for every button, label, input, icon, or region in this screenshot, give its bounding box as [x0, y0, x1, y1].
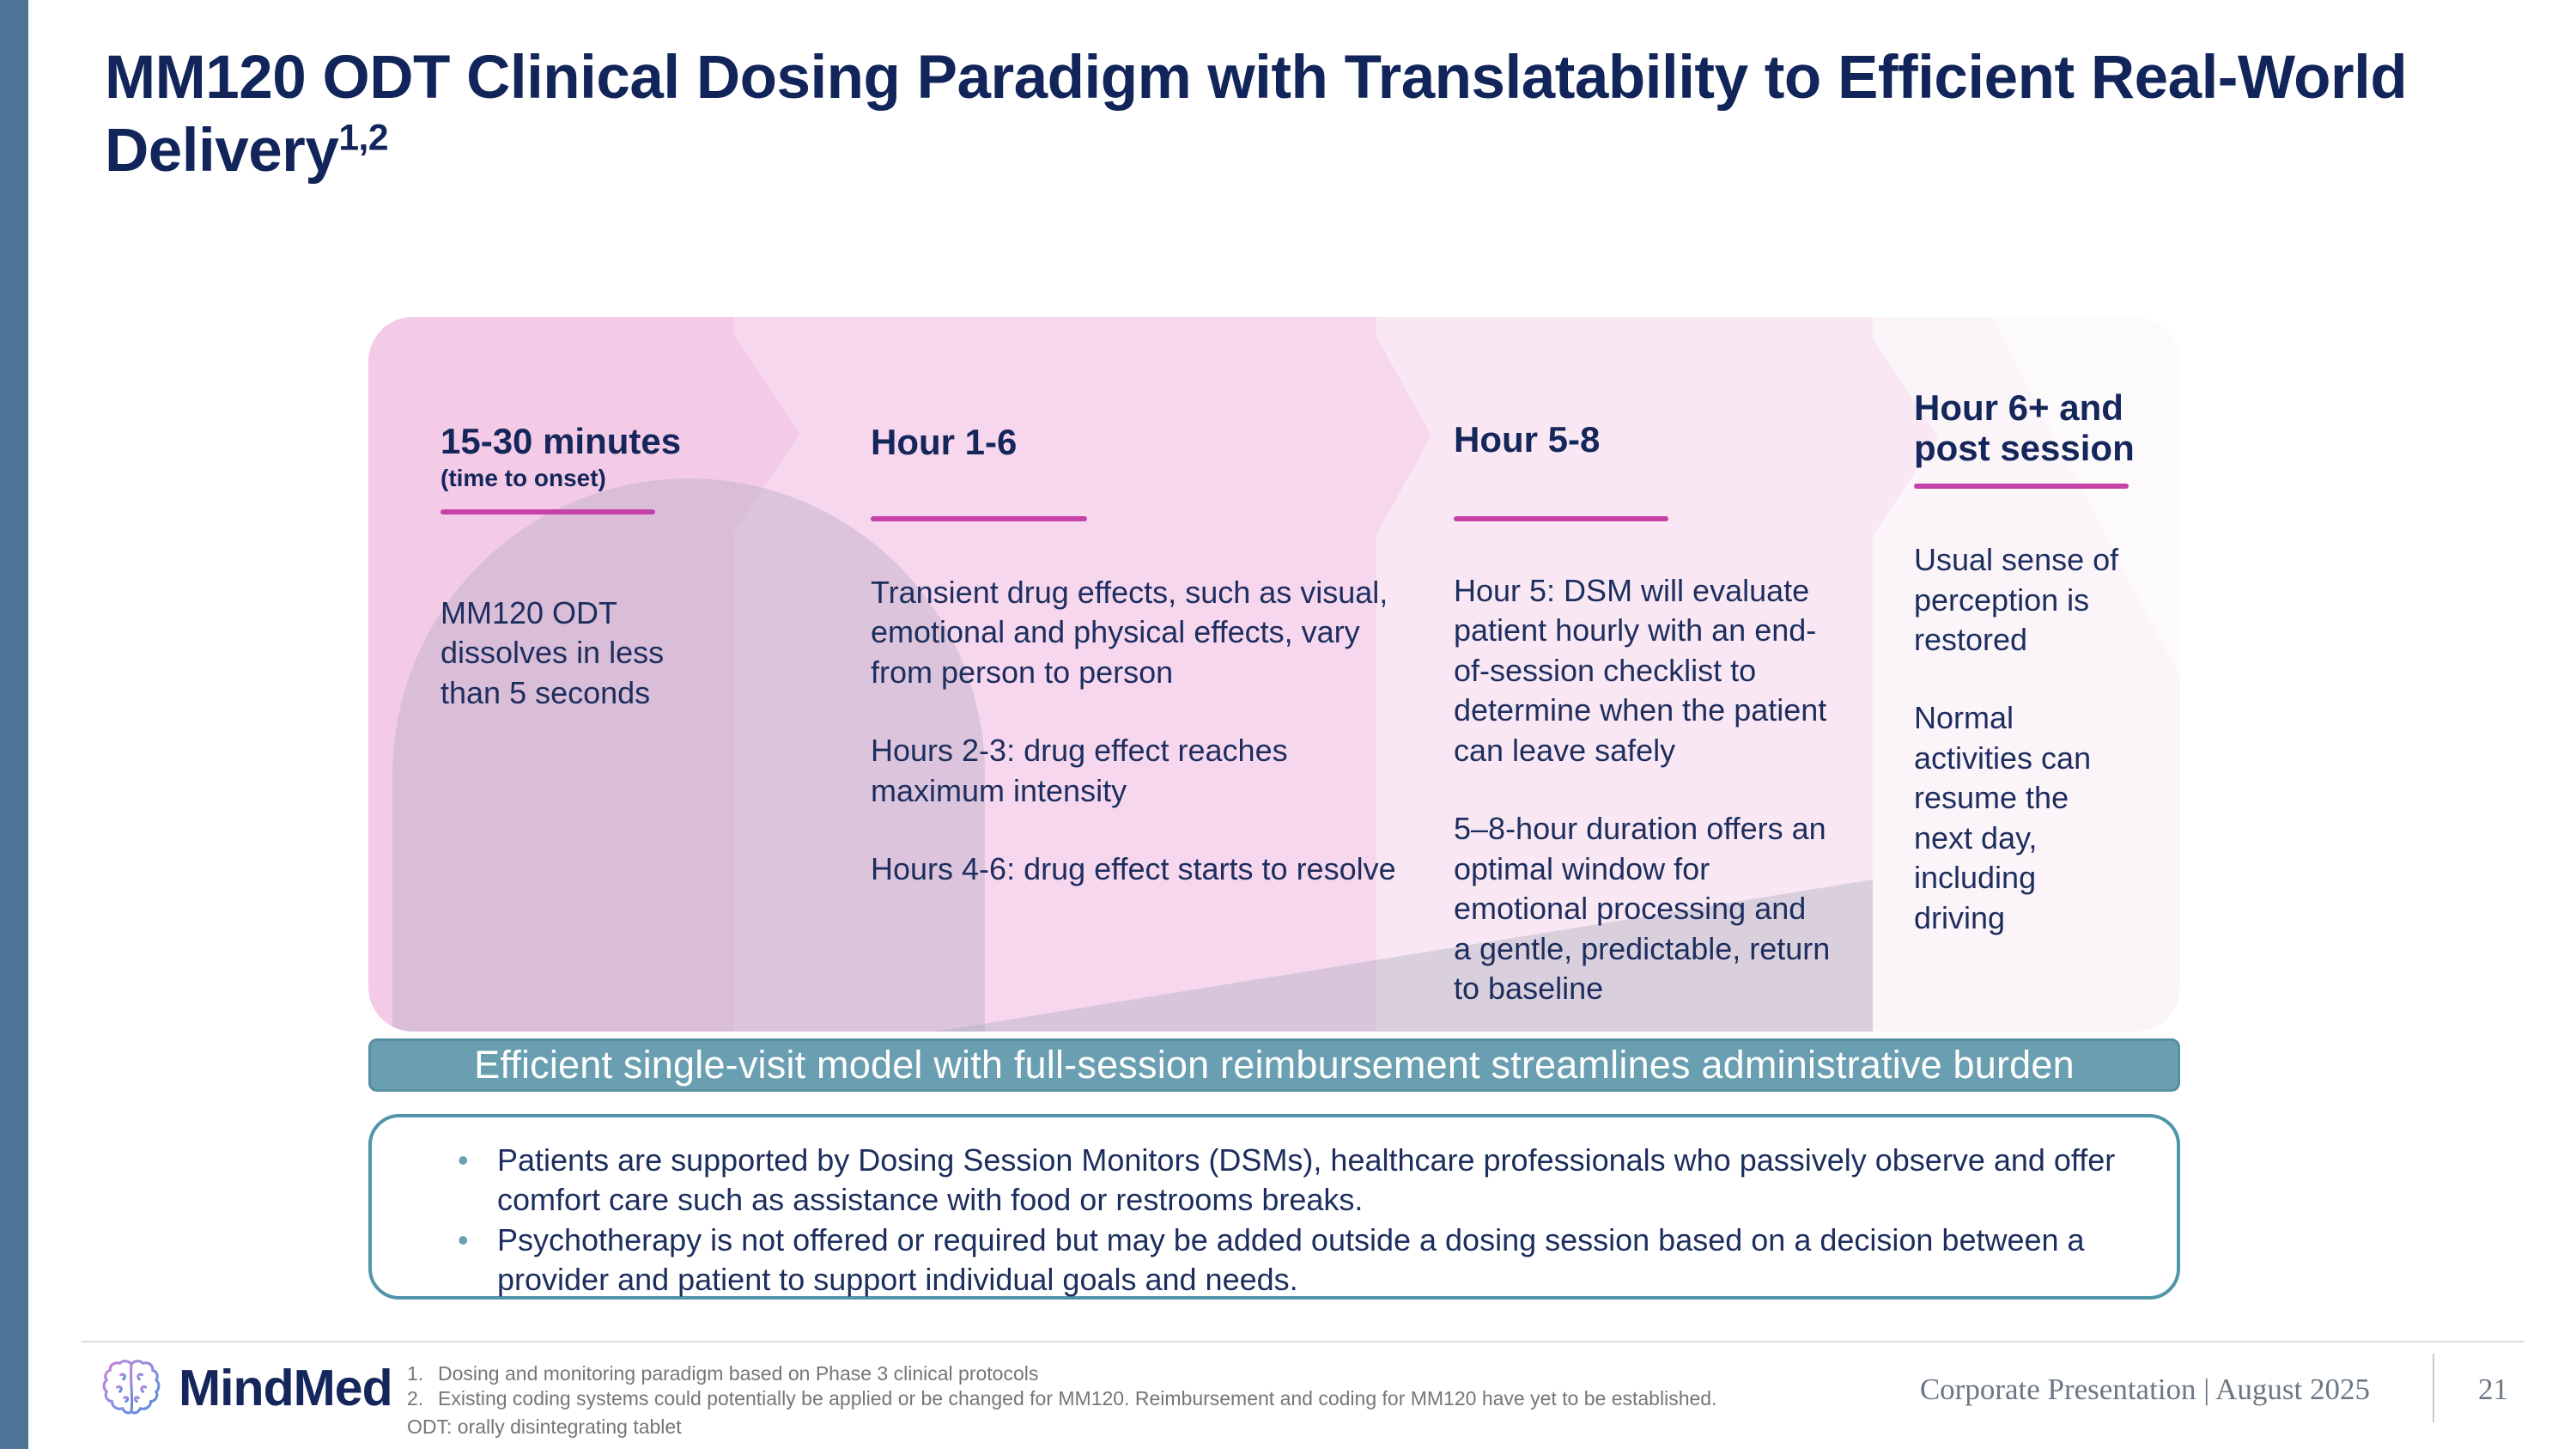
timeline-column-hour1-6: Hour 1-6 Transient drug effects, such as… — [871, 422, 1416, 928]
bullet-text: Psychotherapy is not offered or required… — [497, 1221, 2085, 1298]
decor-dome-shape — [392, 478, 985, 1032]
key-message-text: Efficient single-visit model with full-s… — [474, 1043, 2075, 1087]
slide-title: MM120 ODT Clinical Dosing Paradigm with … — [105, 41, 2535, 187]
timeline-column-hour5-8: Hour 5-8 Hour 5: DSM will evaluate patie… — [1454, 419, 1832, 1032]
abbreviation-note: ODT: orally disintegrating tablet — [407, 1416, 682, 1438]
timeline-panel: 15-30 minutes (time to onset) MM120 ODT … — [368, 317, 2180, 1032]
presentation-label: Corporate Presentation | August 2025 — [1919, 1373, 2370, 1406]
bullet-dot: • — [458, 1142, 469, 1178]
left-accent-bar — [0, 0, 28, 1449]
column-heading: 15-30 minutes — [440, 421, 682, 461]
page-number: 21 — [2478, 1373, 2508, 1406]
column-paragraph: Normal activities can resume the next da… — [1914, 700, 2092, 935]
column-paragraph: Usual sense of perception is restored — [1914, 542, 2119, 657]
bullet-dot: • — [458, 1221, 469, 1257]
footnote-number: 2. — [407, 1387, 424, 1409]
list-item: • Patients are supported by Dosing Sessi… — [458, 1141, 2125, 1221]
magenta-rule — [440, 509, 655, 515]
column-subheading: (time to onset) — [440, 465, 606, 492]
footnote-text: Existing coding systems could potentiall… — [438, 1387, 1717, 1409]
slide-title-superscript: 1,2 — [338, 117, 389, 159]
column-heading: Hour 6+ and post session — [1914, 387, 2135, 469]
column-paragraph: MM120 ODT dissolves in less than 5 secon… — [440, 595, 665, 710]
footer-divider — [82, 1341, 2524, 1342]
footnote-item: 1. Dosing and monitoring paradigm based … — [407, 1361, 1716, 1386]
timeline-column-onset: 15-30 minutes (time to onset) MM120 ODT … — [440, 421, 715, 752]
footnote-number: 1. — [407, 1362, 424, 1385]
key-message-banner: Efficient single-visit model with full-s… — [368, 1038, 2180, 1092]
column-paragraph: Hour 5: DSM will evaluate patient hourly… — [1454, 573, 1827, 768]
list-item: • Psychotherapy is not offered or requir… — [458, 1221, 2125, 1300]
magenta-rule — [1914, 484, 2129, 490]
column-paragraph: 5–8-hour duration offers an optimal wind… — [1454, 811, 1831, 1006]
magenta-rule — [1454, 516, 1668, 522]
timeline-band-onset-shape — [368, 317, 799, 1032]
footnotes: 1. Dosing and monitoring paradigm based … — [407, 1361, 1716, 1411]
dsm-callout-box: • Patients are supported by Dosing Sessi… — [368, 1114, 2180, 1300]
column-paragraph: Transient drug effects, such as visual, … — [871, 575, 1388, 690]
footer-vertical-divider — [2433, 1354, 2434, 1422]
mindmed-wordmark: MindMed — [179, 1360, 393, 1416]
column-heading: Hour 1-6 — [871, 422, 1018, 462]
footnote-text: Dosing and monitoring paradigm based on … — [438, 1362, 1039, 1385]
timeline-column-post-session: Hour 6+ and post session Usual sense of … — [1914, 387, 2136, 977]
slide-title-text: MM120 ODT Clinical Dosing Paradigm with … — [105, 44, 2408, 186]
magenta-rule — [871, 516, 1087, 522]
column-paragraph: Hours 4-6: drug effect starts to resolve — [871, 851, 1396, 887]
mindmed-brain-logo-icon — [102, 1360, 161, 1415]
column-heading: Hour 5-8 — [1454, 419, 1601, 460]
footnote-item: 2. Existing coding systems could potenti… — [407, 1386, 1716, 1411]
bullet-text: Patients are supported by Dosing Session… — [497, 1142, 2116, 1218]
column-paragraph: Hours 2-3: drug effect reaches maximum i… — [871, 733, 1288, 808]
